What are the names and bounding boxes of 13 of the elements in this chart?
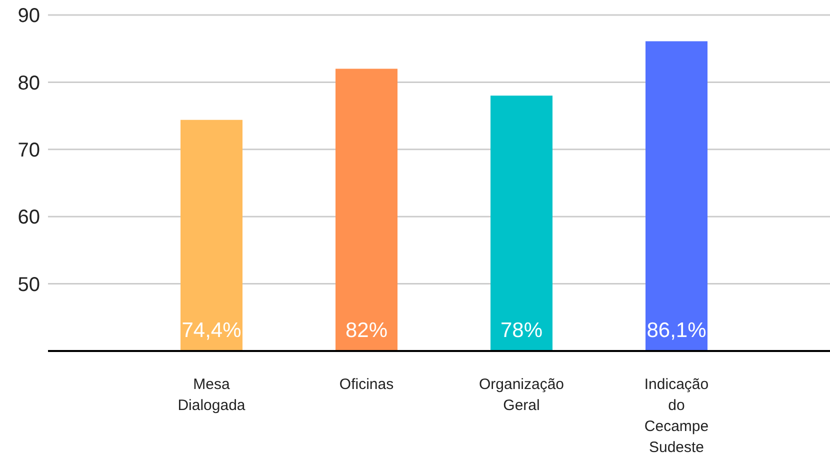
data-label: 78% [500, 319, 543, 342]
data-label: 82% [345, 319, 388, 342]
y-tick-label: 80 [18, 72, 40, 94]
data-label: 74,4% [182, 319, 242, 342]
data-label: 86,1% [646, 319, 706, 342]
x-tick-label: Organização Geral [478, 376, 564, 414]
y-tick-label: 90 [18, 5, 40, 28]
y-tick-label: 70 [18, 140, 40, 162]
y-tick-label: 50 [18, 274, 40, 296]
y-tick-label: 60 [18, 206, 40, 229]
x-tick-label: Mesa Dialogada [178, 376, 246, 414]
x-tick-label: Indicação do Cecampe Sudeste [644, 376, 709, 456]
x-tick-label: Oficinas [339, 376, 394, 393]
